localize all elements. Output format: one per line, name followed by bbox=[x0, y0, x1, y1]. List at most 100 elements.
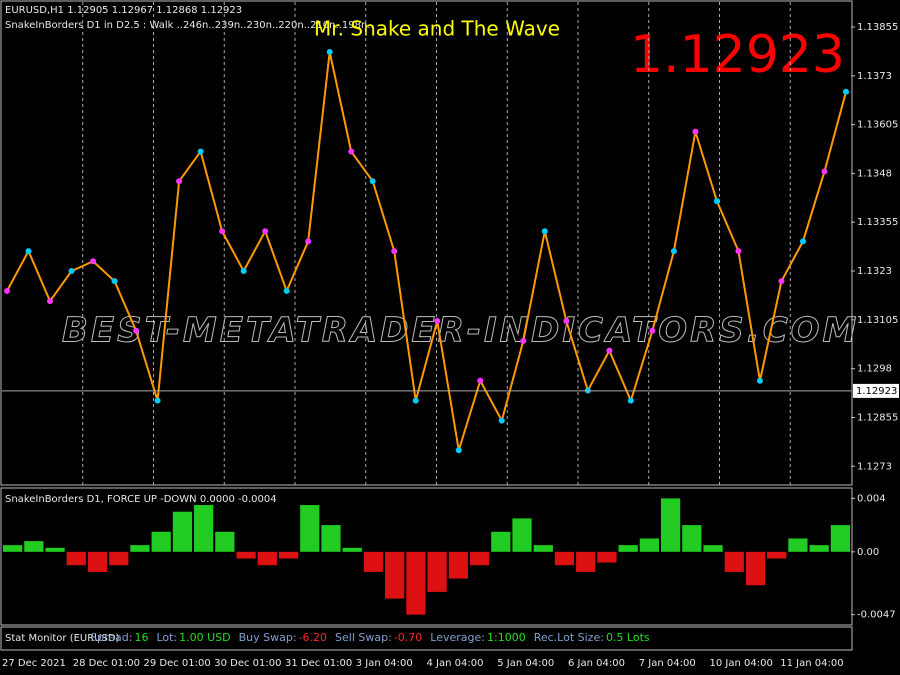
force-bar bbox=[194, 505, 214, 552]
time-label: 27 Dec 2021 bbox=[2, 658, 66, 669]
main-frame bbox=[0, 0, 853, 486]
price-dot bbox=[412, 397, 419, 404]
time-label: 29 Dec 01:00 bbox=[144, 658, 211, 669]
y-tick-label: 1.13605 bbox=[857, 120, 898, 131]
status-label: Spread: bbox=[90, 631, 132, 644]
time-label: 7 Jan 04:00 bbox=[639, 658, 696, 669]
price-dot bbox=[197, 148, 204, 155]
force-bar bbox=[257, 551, 277, 566]
time-label: 3 Jan 04:00 bbox=[356, 658, 413, 669]
price-dot bbox=[262, 228, 269, 235]
price-dot bbox=[111, 278, 118, 285]
y-tick-label: 1.1298 bbox=[857, 364, 892, 375]
status-value: 1.00 USD bbox=[179, 631, 231, 644]
force-bar bbox=[3, 545, 23, 552]
price-dot bbox=[348, 148, 355, 155]
price-dot bbox=[563, 318, 570, 325]
price-dot bbox=[219, 228, 226, 235]
price-dot bbox=[391, 248, 398, 255]
force-bar bbox=[660, 498, 681, 552]
force-bar bbox=[724, 551, 744, 572]
status-value: -0.70 bbox=[394, 631, 422, 644]
time-label: 11 Jan 04:00 bbox=[780, 658, 843, 669]
y-tick-label: 1.12855 bbox=[857, 412, 898, 423]
price-dot bbox=[735, 248, 742, 255]
price-dot bbox=[778, 278, 785, 285]
status-label: Buy Swap: bbox=[239, 631, 297, 644]
watermark: BEST-METATRADER-INDICATORS.COM bbox=[62, 311, 859, 351]
force-bar bbox=[745, 551, 766, 586]
time-label: 4 Jan 04:00 bbox=[427, 658, 484, 669]
price-dot bbox=[692, 128, 699, 135]
price-dot bbox=[756, 377, 763, 384]
price-dot bbox=[68, 268, 75, 275]
force-bar bbox=[767, 551, 787, 559]
force-bar bbox=[788, 538, 808, 552]
price-dot bbox=[47, 298, 54, 305]
sub-title: SnakeInBorders D1, FORCE UP -DOWN 0.0000… bbox=[5, 494, 277, 505]
price-dot bbox=[713, 198, 720, 205]
y-tick-label: 1.1373 bbox=[857, 71, 892, 82]
status-label: Rec.Lot Size: bbox=[534, 631, 604, 644]
force-bar bbox=[427, 551, 447, 592]
y-tick-label: 1.13105 bbox=[857, 315, 898, 326]
price-dot bbox=[305, 238, 312, 245]
force-bar bbox=[66, 551, 86, 566]
price-dot bbox=[799, 238, 806, 245]
force-bar bbox=[533, 545, 553, 552]
price-dot bbox=[434, 318, 441, 325]
force-bar bbox=[321, 525, 341, 552]
symbol-line: EURUSD,H1 1.12905 1.12967 1.12868 1.1292… bbox=[5, 5, 242, 16]
price-dot bbox=[369, 178, 376, 185]
y-tick-label: 1.1348 bbox=[857, 168, 892, 179]
current-price-label: 1.12923 bbox=[856, 386, 897, 397]
force-bar bbox=[469, 551, 490, 566]
price-dot bbox=[498, 417, 505, 424]
time-label: 28 Dec 01:00 bbox=[73, 658, 140, 669]
force-bar bbox=[172, 511, 193, 552]
y-tick-label: -0.0047 bbox=[857, 610, 896, 621]
price-line bbox=[6, 51, 847, 451]
force-bar bbox=[363, 551, 384, 572]
force-bar bbox=[830, 525, 850, 552]
time-label: 30 Dec 01:00 bbox=[214, 658, 281, 669]
y-tick-label: 0.004 bbox=[857, 493, 886, 504]
force-bar bbox=[554, 551, 575, 566]
time-label: 10 Jan 04:00 bbox=[710, 658, 773, 669]
price-dot bbox=[326, 48, 333, 55]
status-label: Leverage: bbox=[430, 631, 485, 644]
force-bar bbox=[682, 525, 702, 552]
force-bar bbox=[448, 551, 468, 579]
force-bar bbox=[130, 545, 150, 552]
price-dot bbox=[606, 347, 613, 354]
y-tick-label: 1.1323 bbox=[857, 266, 892, 277]
y-tick-label: 1.13355 bbox=[857, 217, 898, 228]
status-label: Lot: bbox=[156, 631, 177, 644]
price-dot bbox=[25, 248, 32, 255]
price-dot bbox=[176, 178, 183, 185]
price-dot bbox=[4, 287, 10, 294]
time-label: 5 Jan 04:00 bbox=[497, 658, 554, 669]
force-bar bbox=[385, 551, 405, 599]
price-dot bbox=[154, 397, 161, 404]
y-tick-label: 1.1273 bbox=[857, 461, 892, 472]
force-bar bbox=[45, 547, 65, 552]
big-price: 1.12923 bbox=[630, 25, 845, 85]
price-dot bbox=[240, 268, 247, 275]
status-value: -6.20 bbox=[299, 631, 327, 644]
force-bar bbox=[278, 551, 299, 559]
force-bar bbox=[597, 551, 617, 563]
status-items: Spread: 16 Lot: 1.00 USD Buy Swap: -6.20 Sell … bbox=[90, 631, 650, 644]
force-bar bbox=[215, 531, 235, 552]
force-bar bbox=[491, 531, 511, 552]
force-bar bbox=[87, 551, 108, 572]
status-value: 0.5 Lots bbox=[606, 631, 650, 644]
status-frame bbox=[0, 626, 853, 651]
force-bar bbox=[618, 545, 638, 552]
force-bar bbox=[151, 531, 171, 552]
force-bar bbox=[342, 547, 362, 552]
current-price-box bbox=[853, 383, 899, 398]
price-dot bbox=[520, 337, 527, 344]
indicator-line: SnakeInBorders D1 in D2.5 : Walk ..246n.… bbox=[5, 20, 374, 31]
